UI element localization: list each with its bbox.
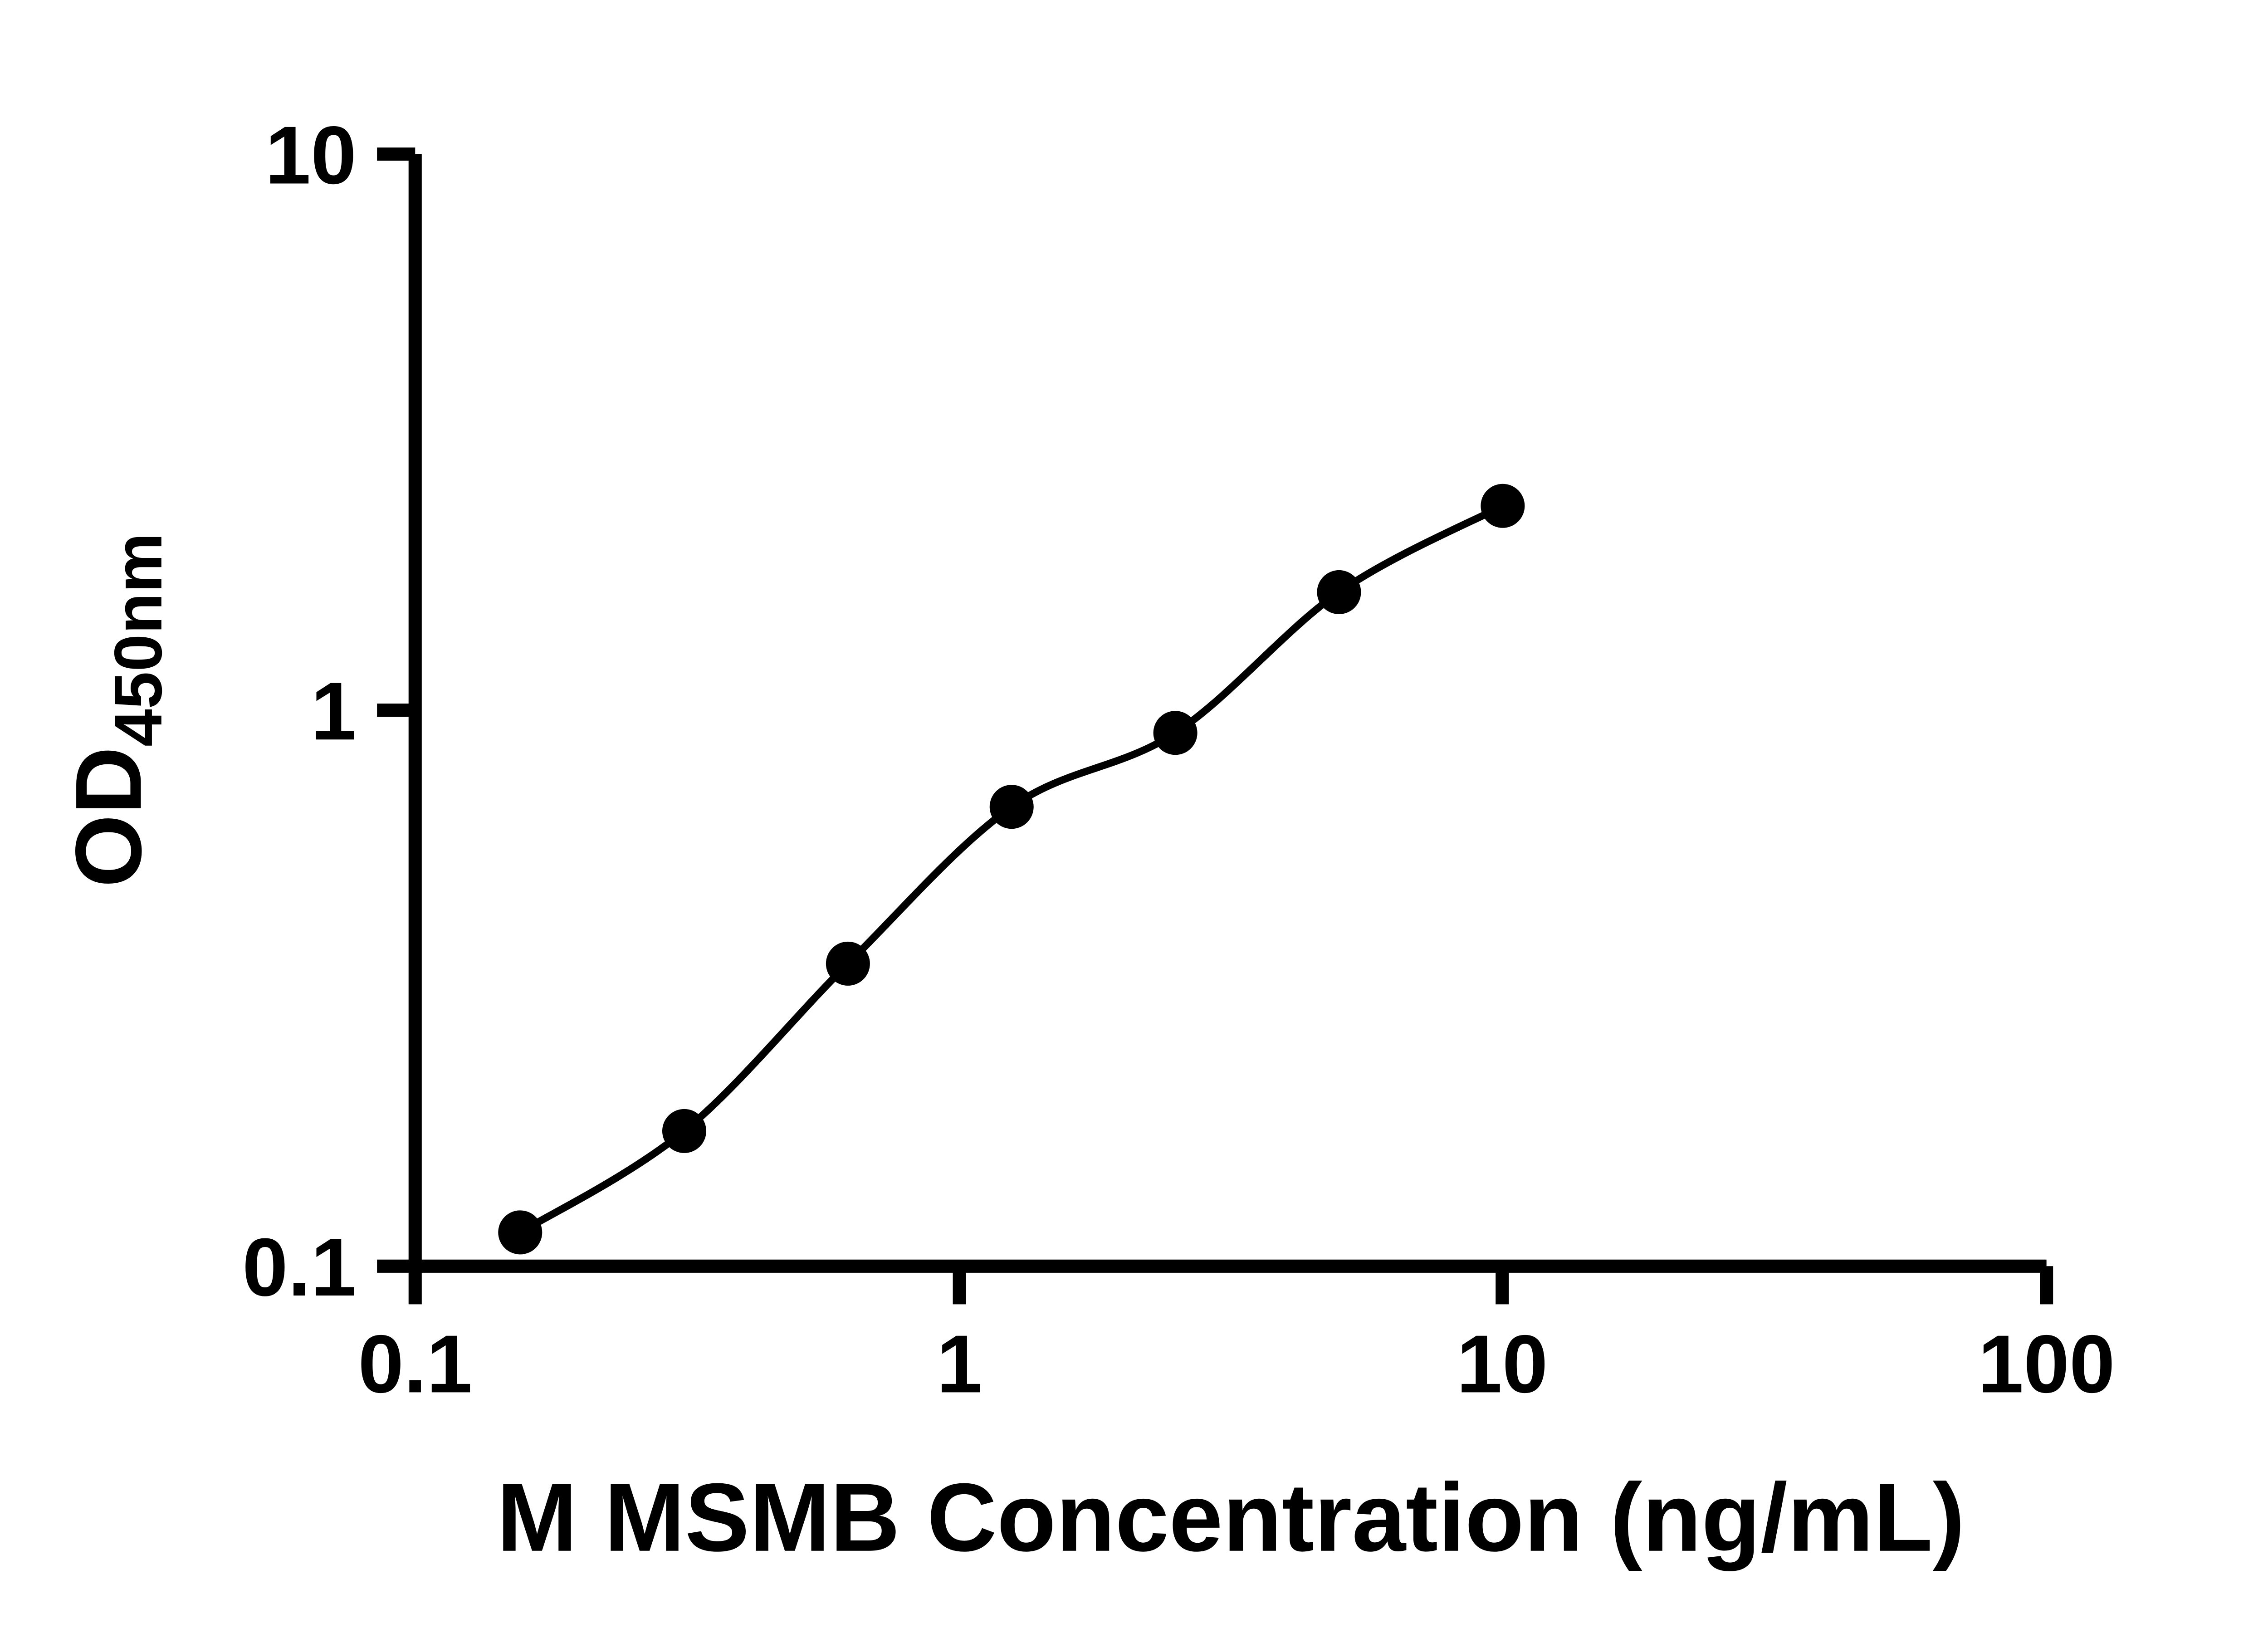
y-tick-label-1: 1 — [311, 665, 357, 757]
data-point — [1317, 570, 1361, 614]
data-point — [826, 941, 870, 986]
x-tick-label-100: 100 — [1978, 1318, 2115, 1410]
x-axis-ticks — [408, 1266, 2053, 1305]
data-point — [662, 1109, 706, 1153]
axis-frame — [408, 154, 2047, 1273]
data-point — [498, 1210, 543, 1255]
data-point — [989, 785, 1034, 829]
x-axis-title: M MSMB Concentration (ng/mL) — [497, 1464, 1965, 1572]
y-axis-title-main: OD — [56, 747, 161, 887]
x-tick-label-0-1: 0.1 — [358, 1318, 472, 1410]
y-tick-label-10: 10 — [265, 109, 356, 201]
data-point — [1153, 711, 1198, 755]
y-tick-label-0-1: 0.1 — [242, 1222, 357, 1313]
y-axis-tick-labels: 10 1 0.1 — [242, 109, 357, 1313]
y-axis-title: OD450nm — [56, 533, 176, 888]
y-axis-title-subscript: 450nm — [100, 533, 176, 747]
data-point — [1481, 484, 1525, 528]
x-tick-label-1: 1 — [937, 1318, 982, 1410]
x-tick-label-10: 10 — [1457, 1318, 1548, 1410]
x-axis-tick-labels: 0.1 1 10 100 — [358, 1318, 2115, 1410]
plot-series — [498, 484, 1525, 1255]
